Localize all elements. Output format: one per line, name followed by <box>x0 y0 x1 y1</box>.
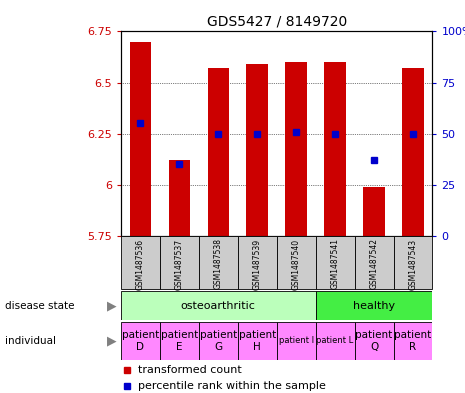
FancyBboxPatch shape <box>277 236 316 289</box>
Bar <box>169 160 190 236</box>
FancyBboxPatch shape <box>316 236 354 289</box>
FancyBboxPatch shape <box>393 322 432 360</box>
FancyBboxPatch shape <box>354 236 393 289</box>
Text: patient
D: patient D <box>122 330 159 352</box>
Text: patient
E: patient E <box>161 330 198 352</box>
FancyBboxPatch shape <box>238 322 277 360</box>
Text: transformed count: transformed count <box>138 365 242 375</box>
Text: individual: individual <box>5 336 56 346</box>
Text: disease state: disease state <box>5 301 74 310</box>
Text: percentile rank within the sample: percentile rank within the sample <box>138 381 326 391</box>
FancyBboxPatch shape <box>316 322 354 360</box>
FancyBboxPatch shape <box>160 322 199 360</box>
Text: GSM1487540: GSM1487540 <box>292 239 301 290</box>
Text: GSM1487539: GSM1487539 <box>252 239 262 290</box>
FancyBboxPatch shape <box>277 322 316 360</box>
Text: healthy: healthy <box>353 301 395 310</box>
FancyBboxPatch shape <box>121 291 316 320</box>
FancyBboxPatch shape <box>354 322 393 360</box>
FancyBboxPatch shape <box>238 236 277 289</box>
FancyBboxPatch shape <box>121 236 160 289</box>
Text: GSM1487538: GSM1487538 <box>214 239 223 290</box>
Text: GSM1487542: GSM1487542 <box>370 239 379 290</box>
Bar <box>286 62 307 236</box>
Bar <box>363 187 385 236</box>
Text: ▶: ▶ <box>106 299 116 312</box>
Bar <box>130 42 151 236</box>
Bar <box>402 68 424 236</box>
FancyBboxPatch shape <box>316 291 432 320</box>
FancyBboxPatch shape <box>121 322 160 360</box>
Text: patient I: patient I <box>279 336 314 345</box>
Text: patient
H: patient H <box>239 330 276 352</box>
Text: patient
Q: patient Q <box>355 330 392 352</box>
Text: patient
R: patient R <box>394 330 432 352</box>
Bar <box>246 64 268 236</box>
Text: GSM1487541: GSM1487541 <box>331 239 339 290</box>
FancyBboxPatch shape <box>199 322 238 360</box>
Text: osteoarthritic: osteoarthritic <box>181 301 256 310</box>
Title: GDS5427 / 8149720: GDS5427 / 8149720 <box>206 15 347 29</box>
Bar <box>325 62 346 236</box>
FancyBboxPatch shape <box>199 236 238 289</box>
Bar <box>207 68 229 236</box>
Text: patient
G: patient G <box>199 330 237 352</box>
Text: GSM1487536: GSM1487536 <box>136 239 145 290</box>
Text: patient L: patient L <box>317 336 354 345</box>
Text: GSM1487543: GSM1487543 <box>408 239 418 290</box>
FancyBboxPatch shape <box>160 236 199 289</box>
FancyBboxPatch shape <box>393 236 432 289</box>
Text: GSM1487537: GSM1487537 <box>175 239 184 290</box>
Text: ▶: ▶ <box>106 334 116 347</box>
